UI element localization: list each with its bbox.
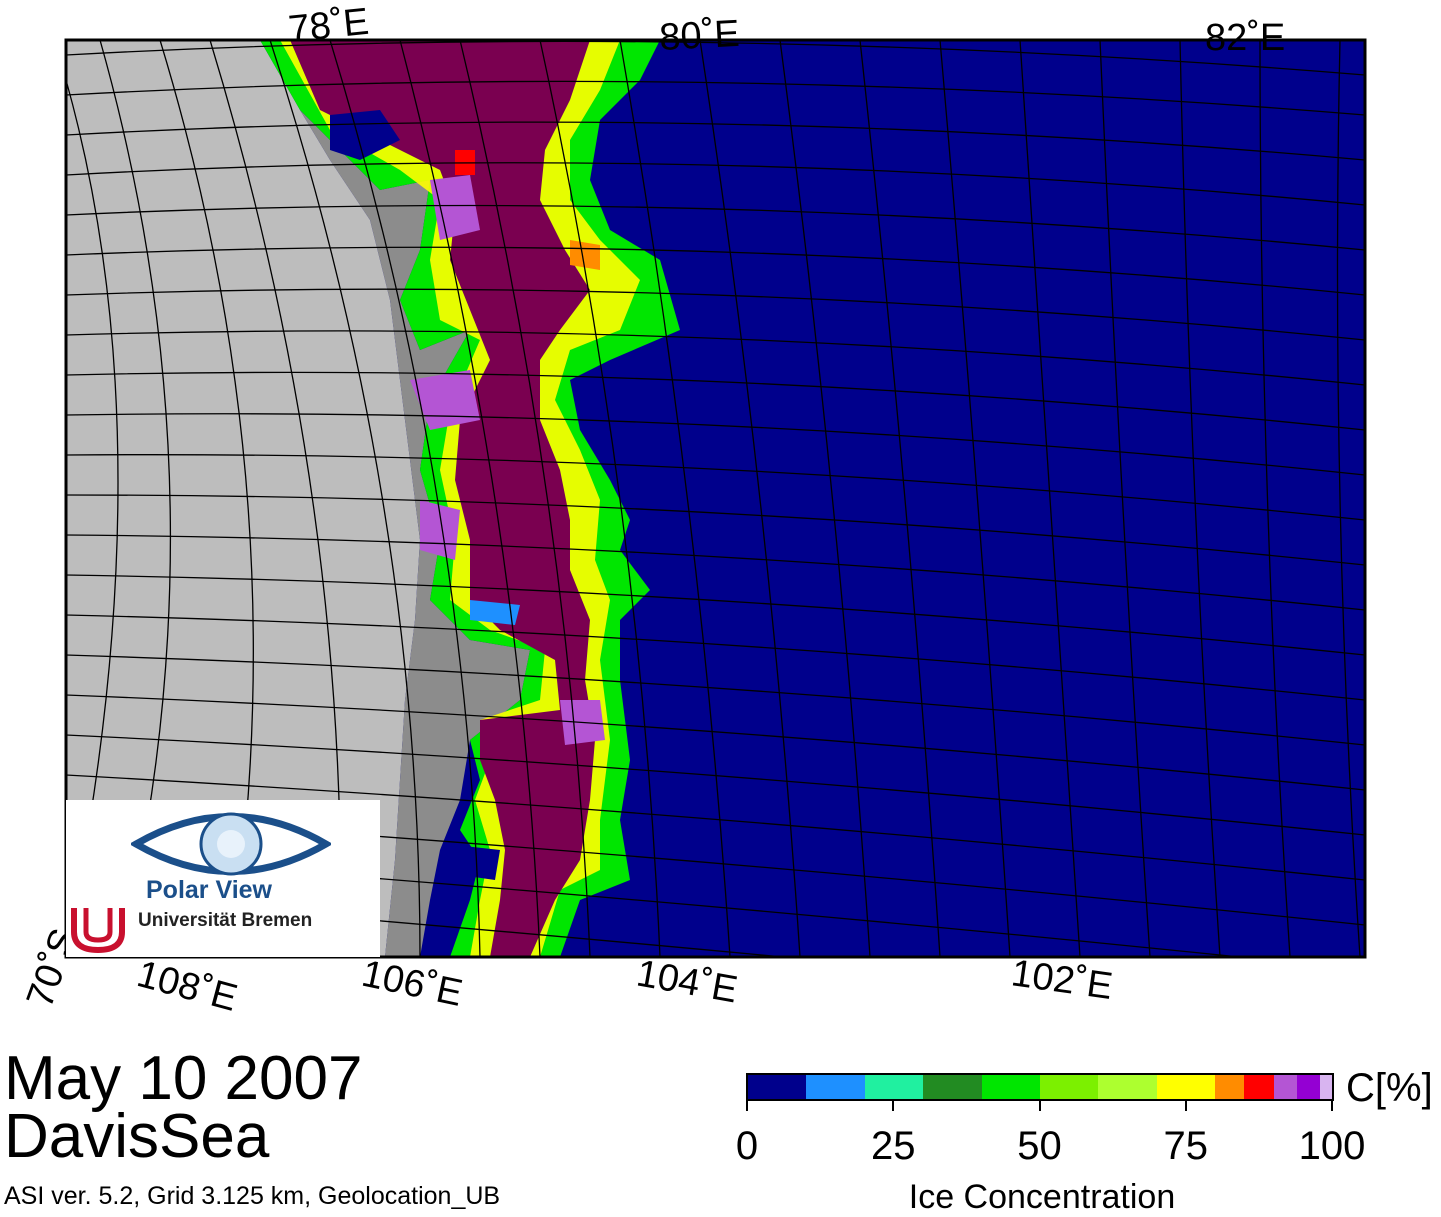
land-area xyxy=(66,40,420,957)
colorbar-tick xyxy=(1184,1101,1187,1111)
colorbar-segment xyxy=(1215,1075,1245,1099)
colorbar-segment xyxy=(748,1075,807,1099)
colorbar-tick xyxy=(746,1101,748,1111)
lon-label-106e: 106˚E xyxy=(358,953,466,1015)
polar-view-logo: Polar View Universität Bremen xyxy=(66,800,380,957)
colorbar-segment xyxy=(1273,1075,1298,1099)
colorbar-segment xyxy=(1040,1075,1099,1099)
logo-name: Polar View xyxy=(146,876,272,904)
colorbar-tick xyxy=(892,1101,895,1111)
colorbar-segment xyxy=(981,1075,1041,1099)
colorbar-tick-label: 100 xyxy=(1298,1124,1366,1168)
map-frame xyxy=(64,38,1367,959)
colorbar-tick-label: 25 xyxy=(871,1124,916,1168)
colorbar-title: Ice Concentration xyxy=(908,1178,1176,1216)
lon-label-80e: 80˚E xyxy=(658,13,740,59)
colorbar-segment xyxy=(1297,1075,1321,1099)
sea-ice-core xyxy=(290,40,595,957)
eye-icon xyxy=(131,812,331,876)
sea-ice-patch xyxy=(570,240,600,270)
open-water-patch xyxy=(470,600,520,625)
colorbar-tick-label: 50 xyxy=(1017,1124,1062,1168)
region-name: DavisSea xyxy=(4,1102,270,1171)
image-date: May 10 2007 xyxy=(4,1044,363,1113)
sea-ice-patch xyxy=(420,500,460,560)
colorbar xyxy=(746,1073,1334,1101)
processing-info: ASI ver. 5.2, Grid 3.125 km, Geolocation… xyxy=(4,1182,501,1210)
graticule-parallels xyxy=(66,40,1365,957)
colorbar-segment xyxy=(806,1075,865,1099)
colorbar-tick-label: 0 xyxy=(735,1124,759,1168)
colorbar-tick xyxy=(1038,1101,1041,1111)
sea-ice-patch xyxy=(430,175,480,240)
lon-label-104e: 104˚E xyxy=(633,953,740,1012)
sea-ice-patch xyxy=(410,370,480,430)
colorbar-segment xyxy=(1098,1075,1157,1099)
open-water-patch xyxy=(455,845,500,880)
lon-label-108e: 108˚E xyxy=(133,953,242,1020)
open-water-patch xyxy=(330,110,400,160)
lon-label-78e: 78˚E xyxy=(287,1,371,51)
lon-label-82e: 82˚E xyxy=(1205,17,1285,59)
university-mark-icon xyxy=(71,908,125,954)
colorbar-tick-label: 75 xyxy=(1163,1124,1209,1168)
colorbar-segment xyxy=(1320,1075,1333,1099)
colorbar-unit: C[%] xyxy=(1346,1066,1433,1110)
colorbar-segment xyxy=(923,1075,982,1099)
colorbar-segment xyxy=(1244,1075,1274,1099)
lon-label-102e: 102˚E xyxy=(1009,952,1115,1008)
logo-university: Universität Bremen xyxy=(138,910,313,931)
colorbar-tick xyxy=(1331,1101,1333,1111)
colorbar-segment xyxy=(864,1075,924,1099)
colorbar-segment xyxy=(1156,1075,1216,1099)
